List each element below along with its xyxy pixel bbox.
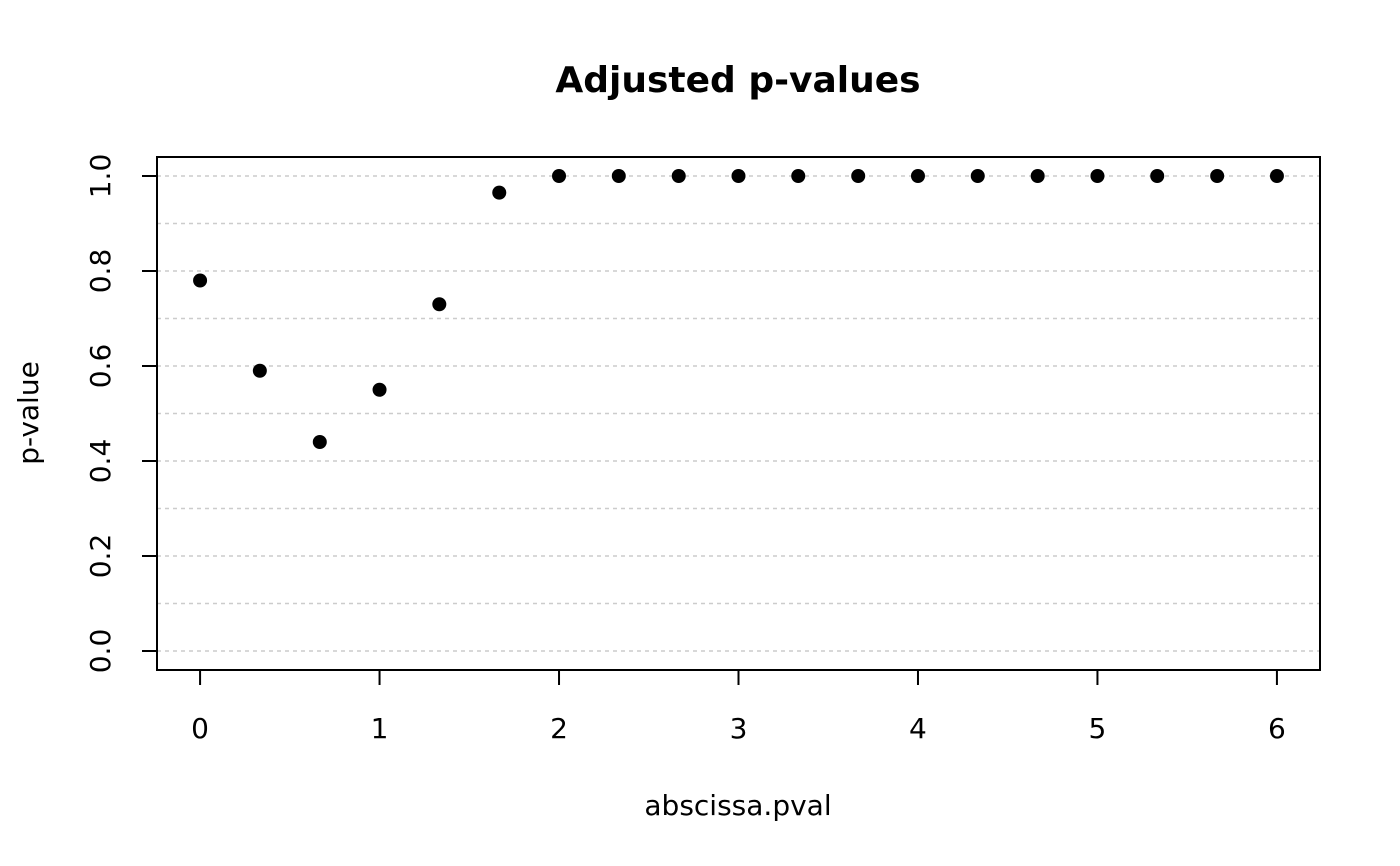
x-tick-label: 2 [550,712,568,745]
y-axis-label: p-value [12,361,45,465]
data-point [432,297,447,312]
y-tick-label: 0.4 [84,439,117,484]
data-point [552,169,567,183]
x-tick-label: 4 [909,712,927,745]
data-point [671,169,686,183]
data-point [1030,169,1045,183]
data-point [910,169,925,183]
data-point [791,169,806,183]
plot-frame [156,156,1321,671]
data-point [1210,169,1225,183]
data-point [611,169,626,183]
y-tick-label: 0.6 [84,344,117,389]
data-point [1150,169,1165,183]
x-tick-label: 6 [1268,712,1286,745]
data-points [193,169,1284,449]
y-tick-label: 0.8 [84,249,117,294]
y-tick-label: 0.0 [84,629,117,674]
chart-title: Adjusted p-values [555,60,920,101]
x-tick-label: 5 [1089,712,1107,745]
x-axis: 0 1 2 3 4 5 6 [191,670,1286,745]
data-point [492,185,507,200]
x-axis-label: abscissa.pval [644,789,831,822]
data-point [312,435,327,449]
x-tick-label: 1 [371,712,389,745]
y-axis: 0.0 0.2 0.4 0.6 0.8 1.0 [84,154,157,674]
data-point [1090,169,1105,183]
data-point [193,273,208,288]
data-point [1269,169,1284,183]
y-tick-label: 0.2 [84,534,117,579]
data-point [252,363,267,378]
x-tick-label: 3 [730,712,748,745]
x-tick-label: 0 [191,712,209,745]
y-tick-label: 1.0 [84,154,117,199]
data-point [851,169,866,183]
data-point [372,382,387,397]
data-point [970,169,985,183]
data-point [731,169,746,183]
grid-lines [157,175,1320,652]
